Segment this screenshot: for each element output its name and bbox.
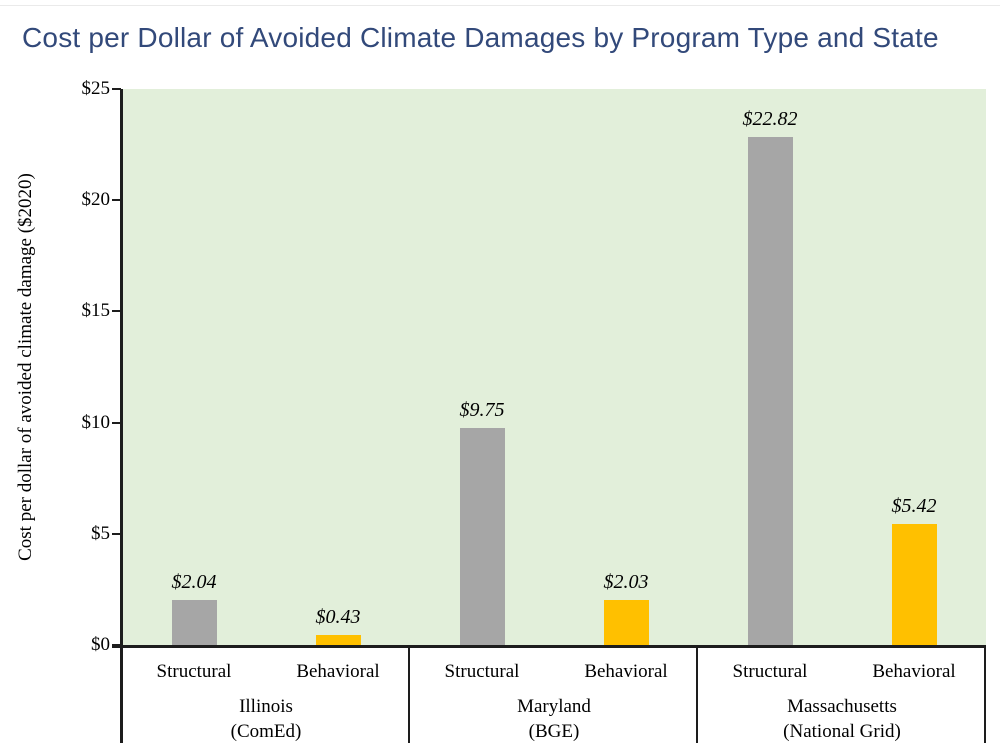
- group-utility-label: (BGE): [528, 721, 580, 742]
- group-state-label: Massachusetts: [787, 696, 897, 717]
- y-axis-title: Cost per dollar of avoided climate damag…: [15, 173, 36, 561]
- group-divider-line: [696, 648, 698, 743]
- y-tick-label: $15: [81, 300, 111, 322]
- chart-title: Cost per Dollar of Avoided Climate Damag…: [22, 22, 939, 53]
- bar-value-label: $5.42: [891, 495, 937, 518]
- group-label-massachusetts: Massachusetts (National Grid): [702, 694, 982, 744]
- bar-value-label: $2.03: [603, 570, 649, 593]
- y-tick-mark: [112, 310, 121, 313]
- bar-value-label: $9.75: [459, 399, 505, 422]
- bar-structural-illinois: [171, 599, 217, 645]
- y-tick-mark: [112, 88, 121, 90]
- bar-structural-massachusetts: [747, 137, 793, 645]
- group-divider-line: [984, 648, 986, 743]
- y-tick-label: $10: [81, 411, 111, 433]
- group-state-label: Maryland: [517, 696, 591, 717]
- bar-behavioral-maryland: [603, 599, 649, 645]
- bar-behavioral-massachusetts: [891, 524, 937, 645]
- y-tick-label: $20: [81, 189, 111, 211]
- category-label-structural: Structural: [444, 661, 520, 682]
- group-label-maryland: Maryland (BGE): [414, 694, 694, 744]
- y-axis-line: [120, 89, 123, 743]
- group-divider-line: [408, 648, 410, 743]
- y-tick-label: $5: [91, 522, 110, 544]
- top-divider-line: [0, 5, 1000, 6]
- group-utility-label: (ComEd): [230, 721, 302, 742]
- bar-value-label: $22.82: [742, 108, 798, 131]
- category-label-structural: Structural: [732, 661, 808, 682]
- category-label-structural: Structural: [156, 661, 232, 682]
- y-tick-label: $0: [91, 634, 110, 655]
- bar-behavioral-illinois: [315, 635, 361, 645]
- group-label-illinois: Illinois (ComEd): [126, 694, 406, 744]
- y-tick-mark: [112, 644, 121, 646]
- y-tick-mark: [112, 532, 121, 535]
- y-tick-mark: [112, 199, 121, 202]
- bar-structural-maryland: [459, 428, 505, 645]
- bar-value-label: $2.04: [171, 570, 217, 593]
- category-label-behavioral: Behavioral: [872, 661, 956, 682]
- group-utility-label: (National Grid): [783, 721, 901, 742]
- plot-area: [122, 89, 986, 645]
- category-label-behavioral: Behavioral: [584, 661, 668, 682]
- group-state-label: Illinois: [239, 696, 293, 717]
- category-label-behavioral: Behavioral: [296, 661, 380, 682]
- x-axis-baseline: [112, 645, 986, 648]
- bar-value-label: $0.43: [315, 606, 361, 629]
- y-tick-label: $25: [81, 78, 111, 99]
- y-tick-mark: [112, 421, 121, 424]
